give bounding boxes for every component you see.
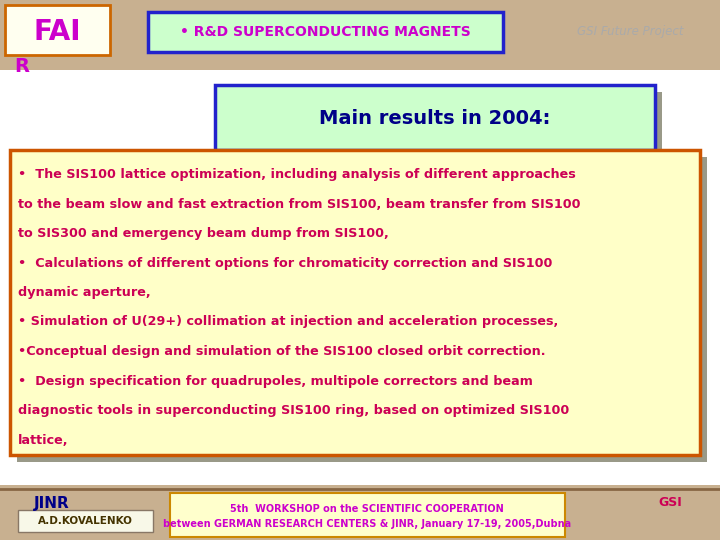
- FancyBboxPatch shape: [0, 70, 720, 485]
- Text: •  Calculations of different options for chromaticity correction and SIS100: • Calculations of different options for …: [18, 256, 552, 269]
- FancyBboxPatch shape: [0, 488, 720, 540]
- FancyBboxPatch shape: [5, 5, 110, 55]
- Text: diagnostic tools in superconducting SIS100 ring, based on optimized SIS100: diagnostic tools in superconducting SIS1…: [18, 404, 570, 417]
- FancyBboxPatch shape: [17, 157, 707, 462]
- Text: dynamic aperture,: dynamic aperture,: [18, 286, 150, 299]
- Text: R: R: [14, 57, 30, 76]
- FancyBboxPatch shape: [148, 12, 503, 52]
- Text: 5th  WORKSHOP on the SCIENTIFIC COOPERATION: 5th WORKSHOP on the SCIENTIFIC COOPERATI…: [230, 504, 504, 514]
- FancyBboxPatch shape: [18, 510, 153, 532]
- Text: • Simulation of U(29+) collimation at injection and acceleration processes,: • Simulation of U(29+) collimation at in…: [18, 315, 558, 328]
- Text: •Conceptual design and simulation of the SIS100 closed orbit correction.: •Conceptual design and simulation of the…: [18, 345, 546, 358]
- Text: •  Design specification for quadrupoles, multipole correctors and beam: • Design specification for quadrupoles, …: [18, 375, 533, 388]
- Text: lattice,: lattice,: [18, 434, 68, 447]
- FancyBboxPatch shape: [215, 85, 655, 150]
- Text: •  The SIS100 lattice optimization, including analysis of different approaches: • The SIS100 lattice optimization, inclu…: [18, 168, 576, 181]
- Text: FAI: FAI: [33, 18, 81, 46]
- Text: GSI: GSI: [658, 496, 682, 509]
- Text: to SIS300 and emergency beam dump from SIS100,: to SIS300 and emergency beam dump from S…: [18, 227, 389, 240]
- Text: GSI Future Project: GSI Future Project: [577, 25, 683, 38]
- Text: JINR: JINR: [34, 496, 70, 511]
- Text: Main results in 2004:: Main results in 2004:: [319, 110, 551, 129]
- FancyBboxPatch shape: [10, 150, 700, 455]
- FancyBboxPatch shape: [222, 92, 662, 157]
- Text: to the beam slow and fast extraction from SIS100, beam transfer from SIS100: to the beam slow and fast extraction fro…: [18, 198, 580, 211]
- Text: A.D.KOVALENKO: A.D.KOVALENKO: [37, 516, 132, 526]
- Text: • R&D SUPERCONDUCTING MAGNETS: • R&D SUPERCONDUCTING MAGNETS: [179, 25, 470, 39]
- Text: between GERMAN RESEARCH CENTERS & JINR, January 17-19, 2005,Dubna: between GERMAN RESEARCH CENTERS & JINR, …: [163, 519, 571, 529]
- FancyBboxPatch shape: [170, 493, 565, 537]
